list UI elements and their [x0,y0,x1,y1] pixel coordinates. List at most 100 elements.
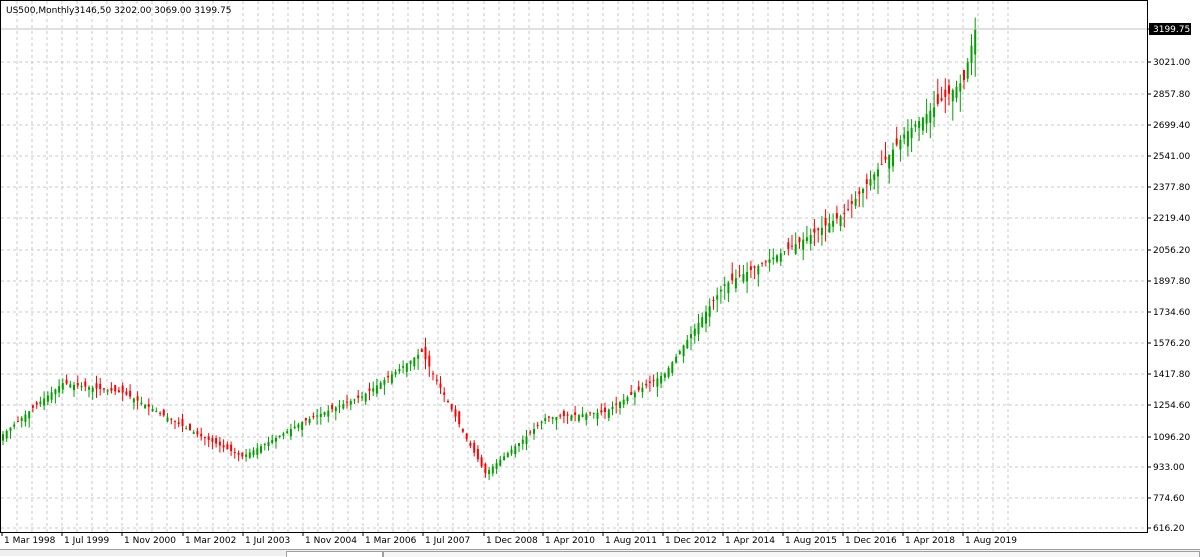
candle-body [581,414,584,418]
price-axis-label: 1734.60 [1153,308,1190,318]
candle-body [39,401,42,405]
candle-body [185,428,188,430]
chart-tab-inactive[interactable] [383,551,1200,557]
candle-body [353,399,356,401]
price-axis-label: 1417.80 [1153,370,1190,380]
candle-body [690,334,692,339]
candle-body [682,345,685,357]
time-axis-label: 1 Nov 2004 [305,536,357,546]
candle-body [454,409,457,417]
candle-body [162,409,165,416]
candle-body [319,413,322,417]
candle-body [159,412,162,414]
candle-body [361,396,363,398]
candle-body [166,417,169,422]
candle-body [633,392,636,398]
time-axis-label: 1 Dec 2012 [665,536,717,546]
candle-body [189,423,191,431]
candle-body [203,437,206,439]
candle-body [858,191,861,194]
candle-body [69,384,72,388]
candle-body [488,469,491,475]
candle-body [338,405,341,407]
candle-body [577,414,580,421]
candle-body [241,452,244,457]
price-axis[interactable]: 3021.00 2857.80 2699.40 2541.00 2377.80 2219.… [1147,28,1190,534]
candle-body [84,381,87,387]
candle-body [357,395,360,398]
candle-body [24,414,27,422]
candle-body [286,431,289,434]
candle-body [181,418,184,427]
candle-body [701,317,704,328]
candle-body [2,434,4,441]
candle-body [850,201,853,204]
candle-body [933,107,936,117]
price-axis-label: 2541.00 [1153,152,1190,162]
candle-body [379,382,382,389]
candle-body [869,179,872,186]
candle-body [151,409,154,412]
candle-body [61,383,64,390]
candle-body [589,412,592,414]
price-axis-label: 2857.80 [1153,90,1190,100]
candle-body [132,398,135,403]
candle-body [963,70,965,80]
chart-tab[interactable] [286,551,383,557]
candle-body [323,412,326,415]
candle-body [708,306,711,317]
candle-body [91,387,94,392]
candle-body [865,179,868,184]
candle-body [514,446,517,455]
candle-body [237,452,240,455]
current-price-value: 3199.75 [1153,25,1190,35]
candle-body [776,255,778,262]
candle-body [435,379,438,381]
candle-body [652,379,655,381]
candle-body [791,245,793,247]
candle-body [951,90,954,102]
time-axis[interactable]: 1 Mar 1998 1 Jul 1999 1 Nov 2000 1 Mar 2002… [1,532,1017,546]
candle-body [73,384,75,391]
candle-body [716,295,719,300]
candle-body [559,415,562,417]
candle-body [46,395,49,402]
candle-body [742,274,745,282]
candle-body [615,403,618,405]
time-axis-label: 1 Jul 1999 [64,536,109,546]
candle-body [518,443,520,446]
candle-body [948,85,950,94]
candle-body [129,390,132,397]
candle-body [499,459,502,466]
candle-body [447,401,449,402]
candle-body [805,237,808,241]
time-axis-label: 1 Nov 2000 [124,536,176,546]
candle-body [936,94,939,104]
candle-body [346,401,348,403]
time-axis-label: 1 Dec 2008 [486,536,538,546]
candle-body [820,227,823,235]
candle-body [495,463,498,469]
candle-body [824,218,827,226]
candle-body [749,266,752,270]
candle-body [484,463,487,474]
candle-body [619,402,621,408]
candle-body [592,413,595,415]
candle-body [121,385,124,393]
candle-body [547,416,550,418]
time-axis-label: 1 Aug 2011 [605,536,657,546]
candle-body [622,399,625,405]
candle-body [267,442,270,446]
candle-body [959,83,962,92]
candle-body [417,354,420,359]
candle-body [944,89,947,97]
candle-body [420,349,423,352]
candle-body [645,383,648,386]
candle-body [289,428,292,437]
candle-body [20,417,23,422]
candle-body [58,386,61,393]
candle-body [432,373,434,375]
candle-body [334,407,337,412]
